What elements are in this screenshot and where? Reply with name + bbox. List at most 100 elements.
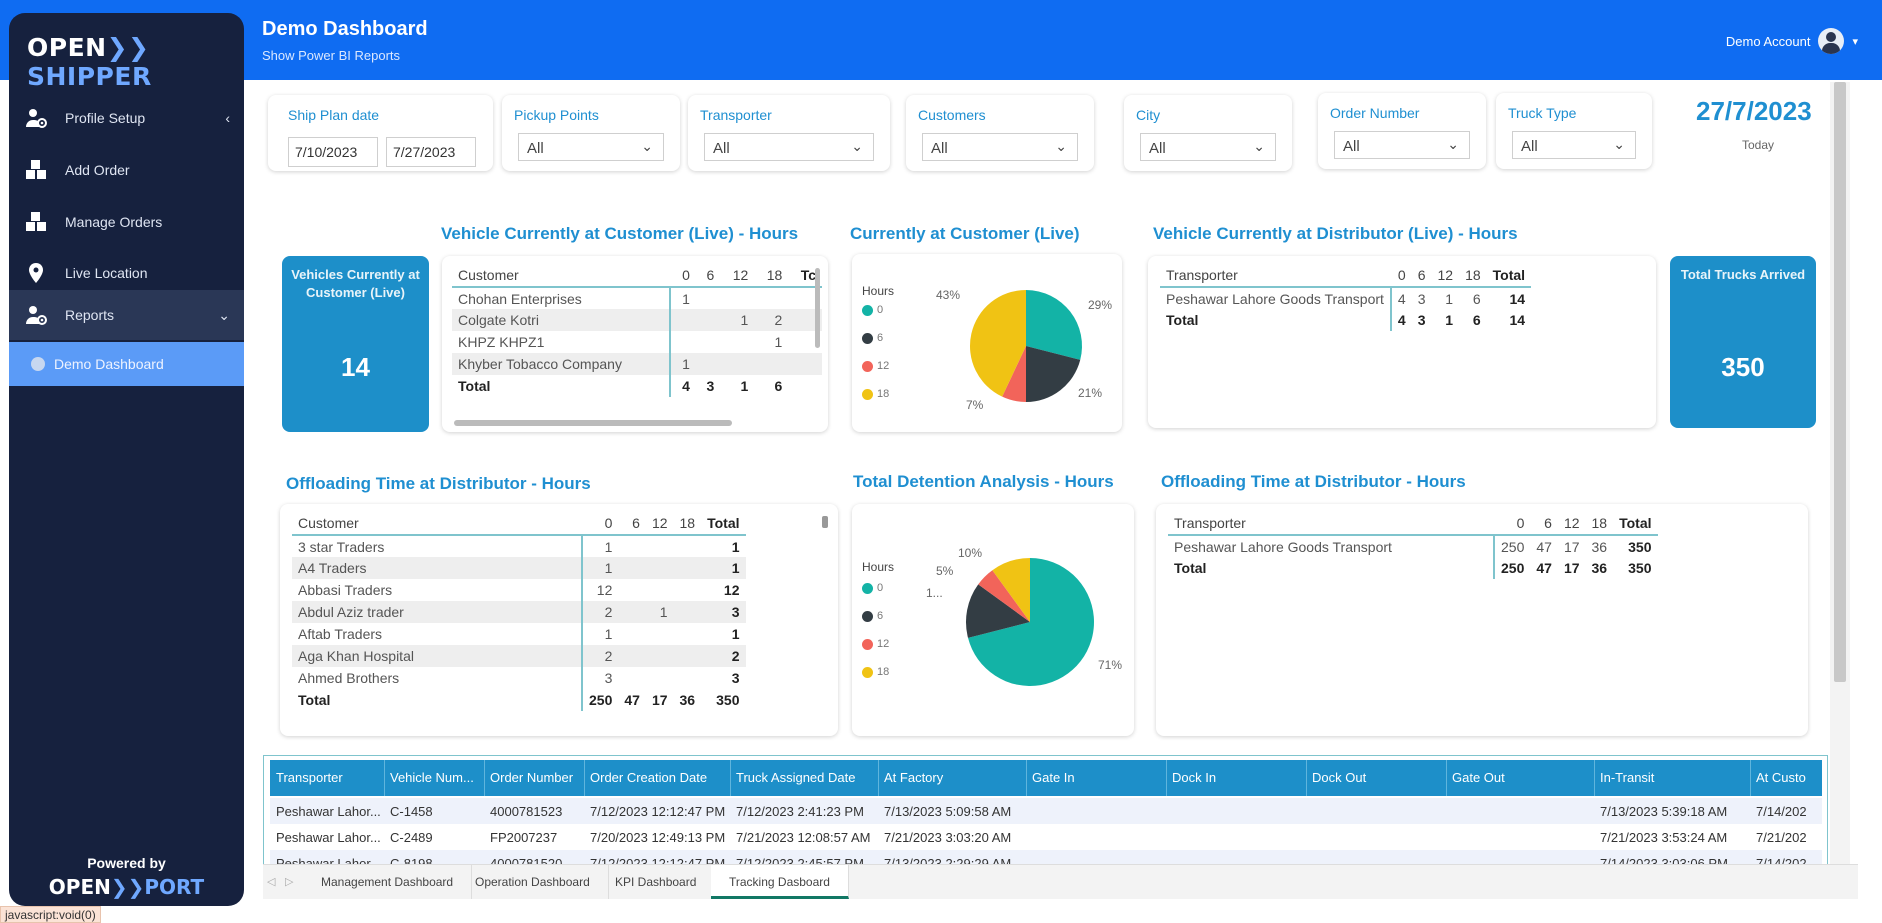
table-cell: [696, 287, 720, 309]
column-header[interactable]: Order Creation Date: [590, 770, 708, 785]
sidebar-item-label: Manage Orders: [65, 214, 163, 230]
vertical-scrollbar[interactable]: [822, 516, 828, 528]
date-from-input[interactable]: 7/10/2023: [288, 137, 378, 167]
pie-slice-0[interactable]: [1026, 290, 1082, 360]
filter-label: Ship Plan date: [288, 107, 380, 123]
column-header[interactable]: Transporter: [276, 770, 343, 785]
account-menu[interactable]: Demo Account ▾: [1726, 28, 1858, 54]
filter-label: City: [1136, 107, 1161, 123]
legend-label: 12: [877, 638, 890, 650]
column-divider: [1750, 760, 1751, 796]
legend-swatch: [862, 360, 873, 372]
pie-slice-12[interactable]: [1002, 346, 1026, 402]
table-cell: 1: [582, 557, 619, 579]
report-canvas: [262, 80, 1828, 870]
table-cell: 3: [731, 670, 740, 686]
date-to-input[interactable]: 7/27/2023: [386, 137, 476, 167]
sidebar-item-reports[interactable]: Reports ⌄: [9, 290, 244, 340]
table-row[interactable]: Peshawar Lahor... C-2489 FP2007237 7/20/…: [270, 824, 1822, 850]
tab-next-icon[interactable]: ▷: [285, 876, 294, 888]
tab-operation-dashboard[interactable]: Operation Dashboard: [457, 865, 609, 899]
tab-kpi-dashboard[interactable]: KPI Dashboard: [597, 865, 716, 899]
pie-card-currently-customer: Hours 0 6 12 18 29% 21% 7% 43%: [852, 254, 1122, 432]
table-cell: 4: [682, 378, 690, 394]
table-cell: 3 star Traders: [292, 535, 583, 557]
column-header[interactable]: Truck Assigned Date: [736, 770, 856, 785]
column-header[interactable]: In-Transit: [1600, 770, 1655, 785]
matrix-offloading-customer: Customer 0 6 12 18 Total 3 star Traders …: [280, 504, 838, 736]
pie-slice-6[interactable]: [1026, 346, 1081, 402]
table-cell: 17: [1563, 560, 1580, 576]
table-cell: 350: [716, 692, 740, 708]
chevron-left-icon: ‹: [225, 110, 230, 126]
pie-slice-12[interactable]: [978, 570, 1030, 622]
account-name: Demo Account: [1725, 33, 1811, 49]
table-total-row: Total 250 47 17 36 350: [292, 689, 746, 711]
dropdown-value: All: [713, 140, 730, 157]
data-label: 5%: [936, 564, 954, 578]
column-header[interactable]: Vehicle Num...: [390, 770, 474, 785]
table-cell: 17: [651, 692, 668, 708]
truck-type-dropdown[interactable]: All ⌄: [1512, 131, 1636, 159]
column-header: 18: [754, 264, 789, 288]
table-cell: 7/12/2023 2:45:57 PM: [736, 856, 864, 867]
pie-slice-18[interactable]: [992, 558, 1030, 622]
sidebar-item-manage-orders[interactable]: Manage Orders: [9, 197, 244, 247]
scrollbar-thumb[interactable]: [1834, 82, 1846, 682]
tab-management-dashboard[interactable]: Management Dashboard: [303, 865, 473, 899]
table-cell: 2: [582, 601, 619, 623]
column-header: 12: [645, 512, 674, 536]
table-cell: Peshawar Lahor...: [276, 804, 381, 819]
sidebar-item-add-order[interactable]: Add Order: [9, 145, 244, 195]
table-row: Aga Khan Hospital 2 2: [292, 645, 746, 667]
tab-tracking-dashboard[interactable]: Tracking Dasboard: [711, 865, 849, 899]
table-cell: 14: [1509, 290, 1526, 307]
table-cell: Peshawar Lahor...: [276, 830, 381, 845]
chevron-down-icon: ⌄: [1253, 138, 1265, 154]
table-row[interactable]: Peshawar Lahor... C-1458 4000781523 7/12…: [270, 798, 1822, 824]
pie-slice-6[interactable]: [966, 584, 1030, 638]
column-header[interactable]: Gate In: [1032, 770, 1075, 785]
table-cell: Khyber Tobacco Company: [452, 353, 672, 375]
tab-prev-icon[interactable]: ◁: [267, 876, 276, 888]
horizontal-scrollbar[interactable]: [454, 420, 732, 426]
table-cell: [618, 645, 646, 667]
table-cell: [720, 287, 754, 309]
filter-label: Order Number: [1330, 105, 1420, 121]
table-cell: 1: [645, 601, 674, 623]
sidebar-item-live-location[interactable]: Live Location: [9, 248, 244, 298]
table-header-row: Customer 0 6 12 18 Tc: [452, 264, 822, 288]
location-pin-icon: [29, 263, 43, 283]
vertical-scrollbar[interactable]: [815, 268, 820, 348]
vertical-scrollbar[interactable]: [1830, 82, 1850, 872]
table-cell: 250: [1501, 560, 1525, 576]
customers-dropdown[interactable]: All ⌄: [922, 133, 1078, 161]
table-row: Khyber Tobacco Company 1: [452, 353, 822, 375]
avatar[interactable]: [1818, 28, 1845, 54]
column-header[interactable]: Dock Out: [1312, 770, 1367, 785]
pie-slice-0[interactable]: [968, 558, 1094, 686]
column-header[interactable]: Dock In: [1172, 770, 1217, 785]
logo[interactable]: OPEN❯❯SHIPPER: [27, 33, 244, 91]
column-header: Total: [1613, 512, 1658, 536]
pie-slice-18[interactable]: [970, 290, 1026, 397]
chevron-down-icon: ⌄: [1055, 138, 1067, 154]
sidebar: OPEN❯❯SHIPPER Profile Setup ‹ Add Order …: [9, 13, 244, 906]
footer-logo-port: PORT: [144, 875, 205, 899]
column-header[interactable]: At Factory: [884, 770, 944, 785]
table-row[interactable]: Peshawar Lahor... C-8198 4000781520 7/12…: [270, 850, 1822, 867]
city-dropdown[interactable]: All ⌄: [1140, 133, 1276, 161]
sidebar-item-demo-dashboard[interactable]: Demo Dashboard: [9, 342, 244, 386]
column-header[interactable]: Order Number: [490, 770, 574, 785]
column-header[interactable]: Gate Out: [1452, 770, 1505, 785]
table-row: Abdul Aziz trader 2 1 3: [292, 601, 746, 623]
pickup-points-dropdown[interactable]: All ⌄: [518, 133, 664, 161]
sidebar-item-profile-setup[interactable]: Profile Setup ‹: [9, 93, 244, 143]
table-cell: [754, 353, 789, 375]
order-number-dropdown[interactable]: All ⌄: [1334, 131, 1470, 159]
transporter-dropdown[interactable]: All ⌄: [704, 133, 874, 161]
legend-swatch: [862, 666, 873, 678]
column-header[interactable]: At Custo: [1756, 770, 1806, 785]
table-cell: 2: [582, 645, 619, 667]
column-header: 0: [582, 512, 619, 536]
